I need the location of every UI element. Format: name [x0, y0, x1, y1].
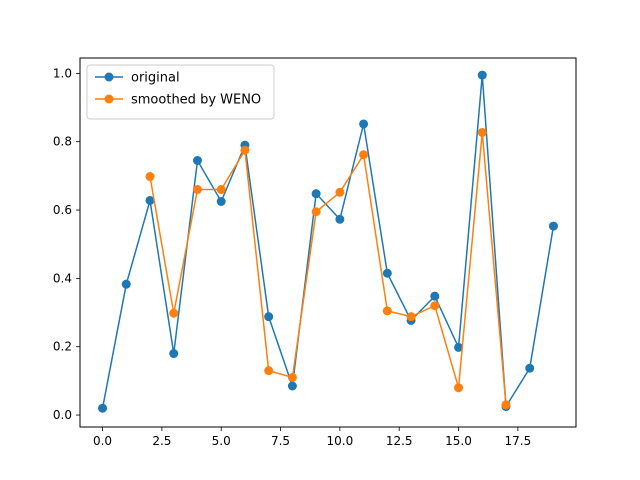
legend-label: original — [131, 71, 180, 86]
x-axis: 0.0 2.5 5.0 7.5 10.0 12.5 15.0 17.5 — [93, 427, 531, 448]
series-line — [149, 132, 507, 405]
data-point — [335, 214, 345, 224]
series-layer — [98, 70, 558, 413]
data-point — [454, 383, 464, 393]
data-point — [382, 268, 392, 278]
series-smoothed-by-weno — [145, 127, 511, 410]
data-point — [525, 363, 535, 373]
legend-entry: smoothed by WENO — [95, 93, 261, 108]
data-point — [145, 195, 155, 205]
data-point — [121, 279, 131, 289]
data-point — [216, 185, 226, 195]
data-point — [430, 301, 440, 311]
data-point — [477, 70, 487, 80]
data-point — [145, 172, 155, 182]
data-point — [169, 308, 179, 318]
data-point — [311, 207, 321, 217]
data-point — [406, 312, 416, 322]
y-tick-label: 0.8 — [53, 135, 72, 149]
y-tick-label: 1.0 — [53, 66, 72, 80]
data-point — [264, 366, 274, 376]
data-point — [454, 342, 464, 352]
x-tick-label: 2.5 — [152, 434, 171, 448]
y-tick-label: 0.0 — [53, 408, 72, 422]
legend-swatch-marker — [104, 94, 114, 104]
y-tick-label: 0.2 — [53, 340, 72, 354]
x-tick-label: 10.0 — [327, 434, 354, 448]
data-point — [335, 187, 345, 197]
data-point — [359, 119, 369, 129]
data-point — [287, 381, 297, 391]
y-axis: 0.0 0.2 0.4 0.6 0.8 1.0 — [53, 66, 80, 422]
y-tick-label: 0.6 — [53, 203, 72, 217]
legend-box — [86, 64, 275, 120]
legend-label: smoothed by WENO — [131, 93, 261, 108]
x-tick-label: 17.5 — [504, 434, 531, 448]
data-point — [98, 403, 108, 413]
data-point — [169, 349, 179, 359]
axes-frame — [79, 57, 577, 428]
data-point — [264, 312, 274, 322]
x-tick-label: 15.0 — [445, 434, 472, 448]
legend-entry: original — [95, 71, 180, 86]
data-point — [430, 291, 440, 301]
data-point — [359, 150, 369, 160]
data-point — [311, 189, 321, 199]
x-tick-label: 0.0 — [93, 434, 112, 448]
legend: original smoothed by WENO — [86, 64, 275, 120]
x-tick-label: 7.5 — [271, 434, 290, 448]
data-point — [287, 372, 297, 382]
x-tick-label: 5.0 — [212, 434, 231, 448]
data-point — [382, 306, 392, 316]
data-point — [501, 400, 511, 410]
x-tick-label: 12.5 — [386, 434, 413, 448]
data-point — [240, 145, 250, 155]
data-point — [548, 221, 558, 231]
legend-swatch-marker — [104, 72, 114, 82]
data-point — [216, 197, 226, 206]
series-line — [101, 75, 555, 409]
y-tick-label: 0.4 — [53, 271, 72, 285]
data-point — [477, 127, 487, 137]
series-original — [98, 70, 558, 413]
data-point — [192, 156, 202, 165]
data-point — [192, 185, 202, 195]
